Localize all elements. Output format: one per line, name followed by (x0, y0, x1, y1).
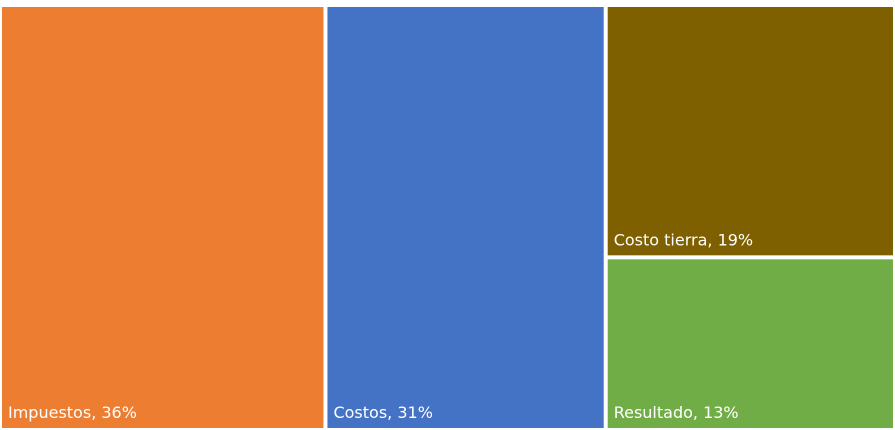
tile (2, 7, 324, 428)
value-label: 13% (703, 403, 739, 422)
category-label: Costos (333, 403, 387, 422)
separator: , (707, 230, 717, 249)
category-label: Impuestos (8, 403, 91, 422)
tile-label: Costos, 31% (333, 403, 432, 422)
tile (327, 7, 604, 428)
tile (607, 7, 893, 256)
tile-label: Impuestos, 36% (8, 403, 137, 422)
tile-label: Resultado, 13% (614, 403, 739, 422)
tile (607, 259, 893, 428)
value-label: 36% (101, 403, 137, 422)
separator: , (693, 403, 703, 422)
separator: , (91, 403, 101, 422)
value-label: 31% (397, 403, 433, 422)
category-label: Costo tierra (614, 230, 708, 249)
separator: , (387, 403, 397, 422)
value-label: 19% (718, 230, 754, 249)
tile-label: Costo tierra, 19% (614, 230, 753, 249)
category-label: Resultado (614, 403, 693, 422)
